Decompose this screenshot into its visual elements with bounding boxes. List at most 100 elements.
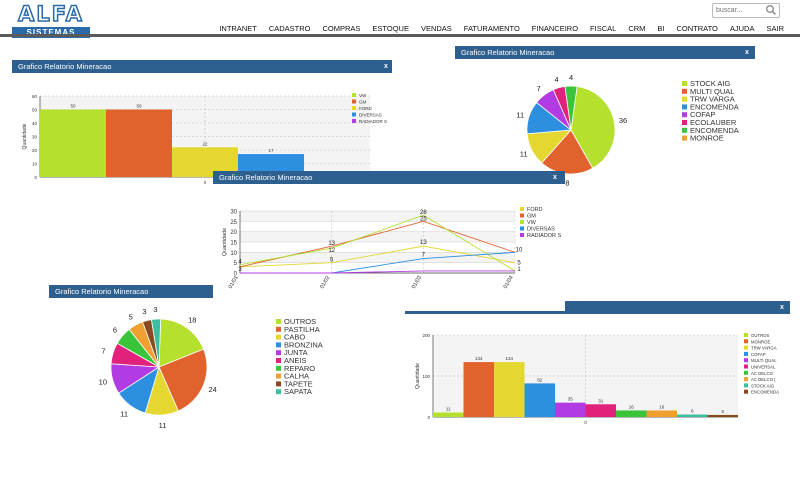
line-series-vw	[239, 214, 516, 272]
panel-title[interactable]: Grafico Relatorio Mineracao	[213, 171, 565, 184]
pie-value-label: 3	[142, 307, 146, 316]
legend-swatch	[276, 342, 281, 348]
y-axis-label: Quantidade	[415, 363, 421, 389]
legend-swatch	[276, 373, 281, 379]
y-tick-label: 40	[32, 121, 38, 126]
legend-label: PASTILHA	[284, 325, 320, 334]
legend-label: MULTI QUAL	[751, 358, 777, 363]
y-tick-label: 20	[230, 230, 237, 236]
legend-label: TRW VARGA	[751, 346, 777, 351]
panel-title[interactable]: Grafico Relatorio Mineracao	[12, 60, 392, 73]
nav-item-fiscal[interactable]: FISCAL	[590, 24, 617, 33]
legend-swatch	[520, 226, 524, 231]
nav-item-faturamento[interactable]: FATURAMENTO	[463, 24, 520, 33]
pie-slice-pastilha	[158, 348, 208, 412]
legend-swatch	[744, 351, 748, 356]
nav-item-ajuda[interactable]: AJUDA	[729, 24, 755, 33]
nav-item-bi[interactable]: BI	[657, 24, 665, 33]
bar-value-label: 6	[691, 409, 694, 414]
bar-encomenda	[707, 414, 738, 417]
nav-item-contrato[interactable]: CONTRATO	[676, 24, 718, 33]
legend-swatch	[276, 326, 281, 332]
bar-outros	[433, 412, 464, 417]
y-tick-label: 25	[230, 220, 237, 226]
legend-label: BRONZINA	[284, 340, 323, 349]
pie-value-label: 7	[101, 346, 105, 355]
legend-label: GM	[527, 214, 536, 220]
logo-subtext: SISTEMAS	[12, 27, 90, 38]
bar-value-label: 17	[268, 148, 274, 153]
bar-value-label: 50	[70, 104, 76, 109]
pie-value-label: 7	[537, 84, 541, 93]
pie-slice-sapata	[151, 318, 162, 368]
x-tick-label: 01/04	[503, 275, 515, 290]
bar-value-label: 31	[598, 398, 604, 403]
nav-item-intranet[interactable]: INTRANET	[219, 24, 257, 33]
nav-item-financeiro[interactable]: FINANCEIRO	[531, 24, 579, 33]
search-input[interactable]	[712, 3, 780, 18]
x-tick-label: 0	[204, 180, 207, 185]
search-icon[interactable]	[765, 4, 777, 16]
legend-label: STOCK AIG	[690, 79, 730, 88]
legend-label: REPARO	[284, 364, 315, 373]
bar-value-label: 16	[629, 404, 635, 409]
bar-value-label: 134	[475, 356, 483, 361]
pie-value-label: 11	[516, 111, 524, 120]
nav-item-sair[interactable]: SAIR	[766, 24, 784, 33]
alfa-logo[interactable]: ALFA SISTEMAS	[12, 1, 90, 38]
legend-swatch	[744, 383, 748, 388]
pie-value-label: 10	[99, 378, 107, 387]
panel-title[interactable]: Grafico Relatorio Mineracao	[455, 46, 755, 59]
nav-item-vendas[interactable]: VENDAS	[420, 24, 452, 33]
nav-item-crm[interactable]: CRM	[628, 24, 646, 33]
bar-ac-delco	[616, 410, 647, 417]
panel-title[interactable]: Grafico Relatorio Mineracao	[49, 285, 214, 298]
legend-swatch	[744, 345, 748, 350]
legend-swatch	[744, 389, 748, 394]
y-tick-label: 50	[32, 108, 38, 113]
bar-trw-varga	[494, 362, 525, 417]
legend-label: GM	[359, 100, 367, 105]
legend-label: AC DELCO (	[751, 377, 776, 382]
bar-universal	[585, 404, 616, 417]
legend-swatch	[520, 220, 524, 224]
pie-slice-encomenda	[564, 85, 578, 131]
legend-label: TRW VARGA	[690, 95, 735, 104]
panel-line-chart-1: Grafico Relatorio Mineracao x 0 5 10 15 20 25…	[213, 171, 565, 311]
y-tick-label: 0	[234, 272, 238, 278]
close-button[interactable]: x	[780, 304, 784, 311]
legend-label: ENCOMENDA	[690, 102, 739, 111]
plot-band	[240, 211, 515, 222]
bar-ac-delco-	[646, 410, 677, 417]
legend-label: SAPATA	[284, 387, 312, 396]
pie-value-label: 4	[569, 73, 573, 82]
legend-label: JUNTA	[284, 348, 308, 357]
point-value-label: 13	[328, 241, 335, 247]
close-button[interactable]: x	[384, 63, 388, 70]
legend-swatch	[744, 364, 748, 369]
x-tick-label: 0	[584, 420, 587, 425]
logo-text: ALFA	[17, 1, 84, 27]
bar-value-label: 5	[721, 409, 724, 414]
close-button[interactable]: x	[745, 49, 749, 56]
legend-label: AC DELCO	[751, 371, 774, 376]
nav-item-estoque[interactable]: ESTOQUE	[372, 24, 409, 33]
legend-label: COFAP	[751, 352, 766, 357]
legend-swatch	[682, 88, 687, 94]
y-tick-label: 30	[32, 135, 38, 140]
y-tick-label: 20	[32, 148, 38, 153]
close-button[interactable]: x	[553, 174, 557, 181]
nav-item-compras[interactable]: COMPRAS	[322, 24, 361, 33]
point-value-label: 12	[328, 248, 335, 254]
bar-chart-2: 0 100 200 Quantidade 0 11 134 134 82 35 31 16 16 6 5 OU…	[415, 333, 779, 425]
legend-swatch	[744, 339, 748, 344]
legend-swatch	[744, 358, 748, 363]
legend-swatch	[352, 93, 356, 97]
legend-label: ECOLAUBER	[690, 118, 737, 127]
nav-item-cadastro[interactable]: CADASTRO	[268, 24, 311, 33]
legend-swatch	[520, 213, 524, 218]
point-value-label: 7	[422, 253, 426, 259]
legend-swatch	[276, 381, 281, 387]
